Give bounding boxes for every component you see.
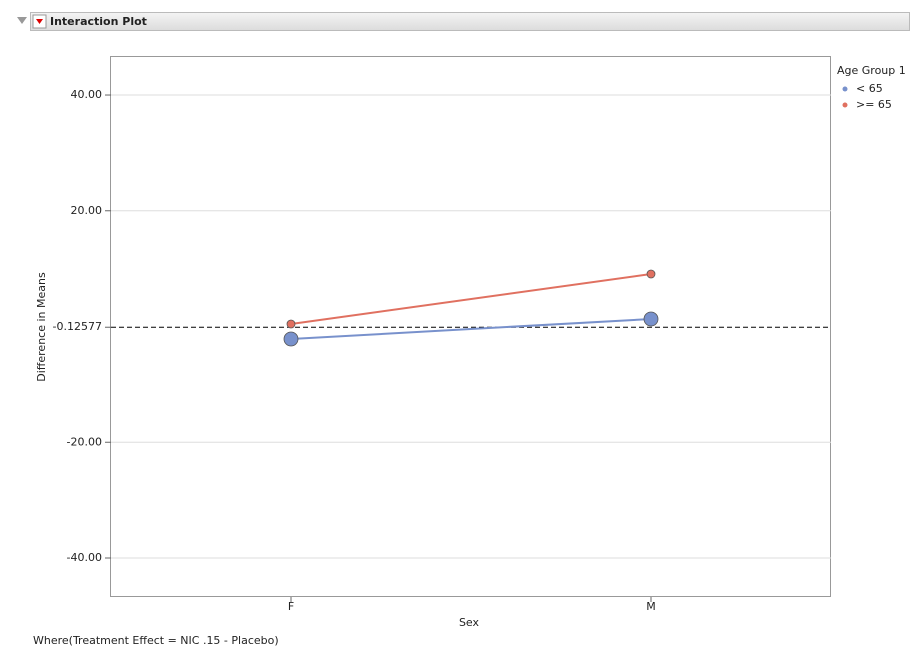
series-line <box>290 273 652 326</box>
y-axis-label: Difference in Means <box>35 272 48 382</box>
legend-label: < 65 <box>856 82 883 95</box>
legend-title: Age Group 1 <box>837 64 906 77</box>
y-tick-label: 20.00 <box>71 204 103 217</box>
marker <box>286 319 296 329</box>
header-bar <box>30 12 910 31</box>
legend-label: >= 65 <box>856 98 892 111</box>
x-axis-label: Sex <box>459 616 480 629</box>
marker <box>643 311 659 327</box>
header-title: Interaction Plot <box>50 15 147 28</box>
y-tick-label: 40.00 <box>71 88 103 101</box>
marker <box>646 269 656 279</box>
disclosure-triangle[interactable] <box>17 17 27 24</box>
y-tick-label: -0.12577 <box>53 320 102 333</box>
x-tick-label: M <box>646 600 656 613</box>
menu-arrow <box>36 19 43 24</box>
y-tick-label: -20.00 <box>67 435 102 448</box>
legend-marker <box>842 102 848 108</box>
plot-area <box>110 56 831 597</box>
legend-marker <box>842 86 848 92</box>
y-tick-label: -40.00 <box>67 551 102 564</box>
x-tick-label: F <box>288 600 294 613</box>
series-line <box>290 317 652 341</box>
marker <box>283 331 299 347</box>
footer: Where(Treatment Effect = NIC .15 - Place… <box>33 634 279 647</box>
